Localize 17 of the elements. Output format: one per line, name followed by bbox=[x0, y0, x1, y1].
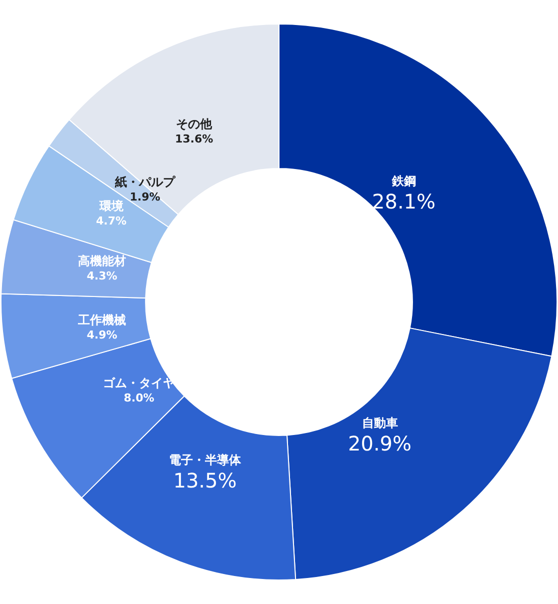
data-label: 4.7% bbox=[96, 214, 127, 228]
data-label: 20.9% bbox=[348, 431, 412, 456]
slice-label: 鉄鋼 bbox=[390, 174, 416, 188]
data-label: 8.0% bbox=[124, 391, 154, 404]
data-label: 28.1% bbox=[372, 189, 436, 214]
slice-label: 工作機械 bbox=[77, 313, 126, 327]
data-label: 4.9% bbox=[86, 328, 118, 342]
slice-label: 自動車 bbox=[362, 416, 398, 430]
data-label: 13.6% bbox=[175, 132, 214, 146]
data-label: 13.5% bbox=[173, 468, 237, 492]
slice-label: 高機能材 bbox=[78, 254, 126, 268]
slice-label: 電子・半導体 bbox=[169, 453, 242, 467]
slice-label: 環境 bbox=[98, 199, 124, 213]
data-label: 1.9% bbox=[130, 190, 160, 204]
slice-label: 紙・パルプ bbox=[114, 175, 176, 189]
slice-label: その他 bbox=[176, 117, 214, 131]
data-label: 4.3% bbox=[86, 269, 118, 282]
